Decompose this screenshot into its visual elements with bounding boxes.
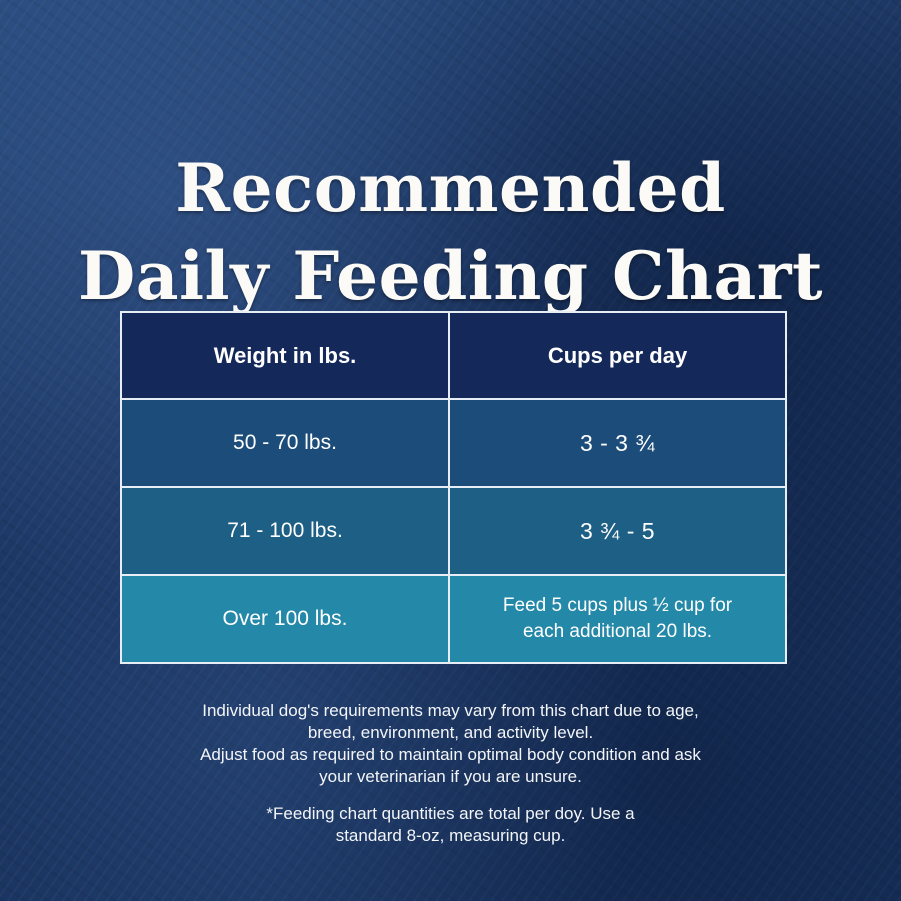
note-line: breed, environment, and activity level. xyxy=(307,723,594,742)
note-line: Adjust food as required to maintain opti… xyxy=(200,745,701,764)
table-header-row: Weight in lbs. Cups per day xyxy=(120,311,787,400)
disclaimer-notes: Individual dog's requirements may vary f… xyxy=(0,700,901,788)
header-cups: Cups per day xyxy=(448,311,787,400)
weight-cell: 50 - 70 lbs. xyxy=(120,398,450,488)
weight-cell: 71 - 100 lbs. xyxy=(120,486,450,576)
table-row: 71 - 100 lbs. 3 ¾ - 5 xyxy=(120,486,787,576)
feeding-table: Weight in lbs. Cups per day 50 - 70 lbs.… xyxy=(120,311,787,664)
note-line: your veterinarian if you are unsure. xyxy=(319,767,582,786)
title-line-1: Recommended xyxy=(175,149,726,228)
cups-cell: Feed 5 cups plus ½ cup for each addition… xyxy=(448,574,787,664)
cups-cell-line-2: each additional 20 lbs. xyxy=(522,621,713,642)
table-row: 50 - 70 lbs. 3 - 3 ¾ xyxy=(120,398,787,488)
header-weight: Weight in lbs. xyxy=(120,311,450,400)
title-line-2: Daily Feeding Chart xyxy=(77,237,824,316)
cups-cell-line-1: Feed 5 cups plus ½ cup for xyxy=(502,595,733,616)
page-title: Recommended Daily Feeding Chart xyxy=(0,144,901,320)
note-line: Individual dog's requirements may vary f… xyxy=(202,701,699,720)
weight-cell: Over 100 lbs. xyxy=(120,574,450,664)
footnote: *Feeding chart quantities are total per … xyxy=(0,803,901,847)
footnote-line: standard 8-oz, measuring cup. xyxy=(335,826,566,845)
table-row: Over 100 lbs. Feed 5 cups plus ½ cup for… xyxy=(120,574,787,664)
cups-cell: 3 - 3 ¾ xyxy=(448,398,787,488)
cups-cell: 3 ¾ - 5 xyxy=(448,486,787,576)
footnote-line: *Feeding chart quantities are total per … xyxy=(266,804,635,823)
